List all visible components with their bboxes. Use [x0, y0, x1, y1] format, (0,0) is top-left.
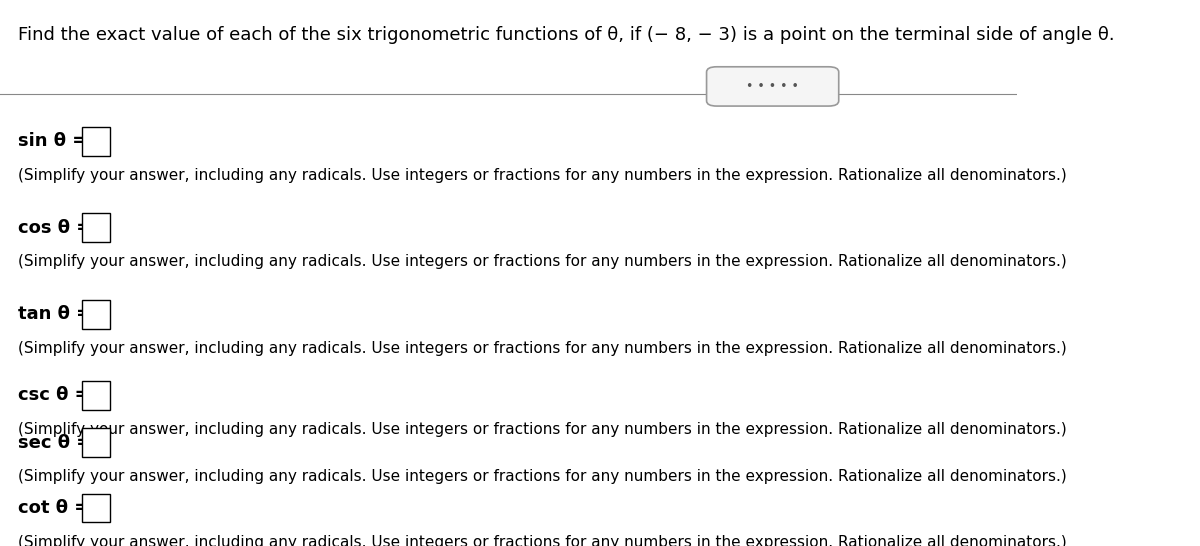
Text: cos θ =: cos θ = [18, 219, 91, 237]
Text: (Simplify your answer, including any radicals. Use integers or fractions for any: (Simplify your answer, including any rad… [18, 168, 1067, 183]
Text: (Simplify your answer, including any radicals. Use integers or fractions for any: (Simplify your answer, including any rad… [18, 254, 1067, 269]
Text: (Simplify your answer, including any radicals. Use integers or fractions for any: (Simplify your answer, including any rad… [18, 341, 1067, 356]
Text: (Simplify your answer, including any radicals. Use integers or fractions for any: (Simplify your answer, including any rad… [18, 422, 1067, 437]
FancyBboxPatch shape [707, 67, 839, 106]
Bar [82, 381, 110, 410]
Text: • • • • •: • • • • • [746, 80, 799, 93]
Text: (Simplify your answer, including any radicals. Use integers or fractions for any: (Simplify your answer, including any rad… [18, 535, 1067, 546]
Bar [82, 127, 110, 156]
Text: sin θ =: sin θ = [18, 133, 88, 150]
Text: csc θ =: csc θ = [18, 387, 90, 405]
Text: (Simplify your answer, including any radicals. Use integers or fractions for any: (Simplify your answer, including any rad… [18, 469, 1067, 484]
Text: Find the exact value of each of the six trigonometric functions of θ, if (− 8, −: Find the exact value of each of the six … [18, 26, 1115, 44]
Bar [82, 213, 110, 242]
Bar [82, 300, 110, 329]
Text: cot θ =: cot θ = [18, 499, 90, 517]
Bar [82, 494, 110, 523]
Text: sec θ =: sec θ = [18, 434, 91, 452]
Bar [82, 428, 110, 457]
Text: tan θ =: tan θ = [18, 305, 91, 323]
